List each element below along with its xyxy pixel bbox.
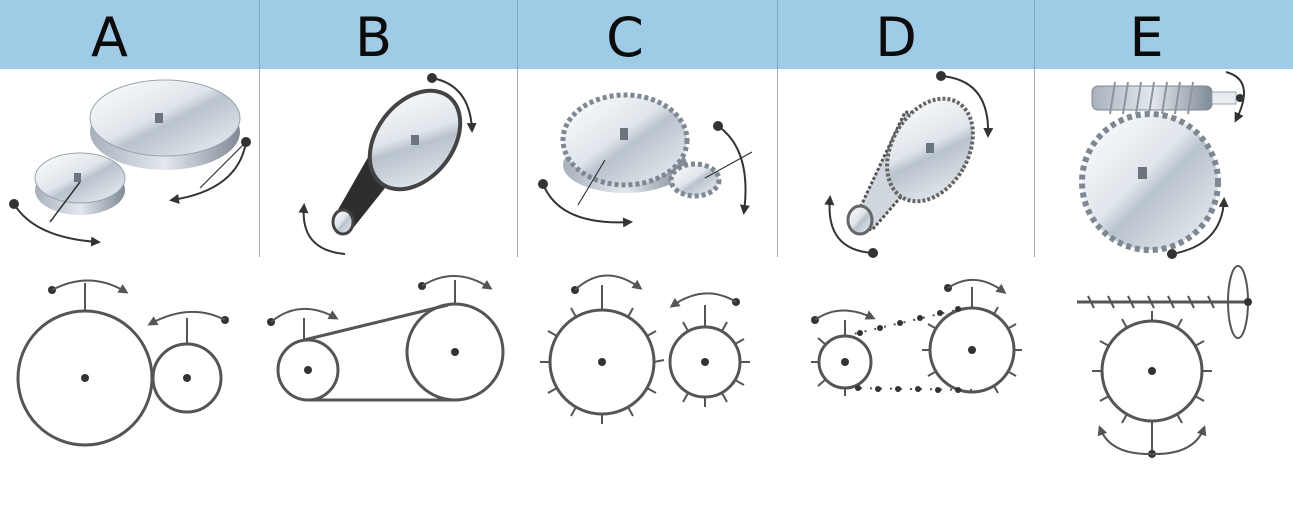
rotation-arrow-icon <box>169 141 247 204</box>
rotation-arrow-icon <box>940 75 994 138</box>
crank-line <box>577 159 606 206</box>
friction-wheels-illustration <box>9 79 251 247</box>
axle-dot <box>598 358 606 366</box>
rotation-arrow-icon <box>1225 71 1245 123</box>
rotation-arrow-icon <box>947 278 1007 294</box>
header-cell-c: C <box>518 0 778 69</box>
small-pulley <box>331 208 355 236</box>
column-label-b: B <box>354 5 393 69</box>
rotation-arrow-icon <box>51 279 129 294</box>
pivot-dot <box>1244 298 1252 306</box>
sprocket-teeth <box>811 306 1022 396</box>
axle-dot <box>1148 367 1156 375</box>
crank-line <box>49 181 81 223</box>
rotation-arrow-icon <box>421 275 493 290</box>
axle-dot <box>304 366 312 374</box>
worm-gear-schematic <box>1077 265 1252 458</box>
column-label-e: E <box>1129 5 1164 69</box>
crank-line <box>199 141 247 189</box>
chain-links <box>855 306 961 393</box>
belt-drive-schematic <box>267 275 505 402</box>
header-cell-d: D <box>778 0 1035 69</box>
header-cell-a: A <box>0 0 260 69</box>
spur-gears-illustration <box>538 92 753 228</box>
axle-dot <box>841 358 849 366</box>
wheel-hub <box>1138 167 1147 179</box>
chain-top <box>844 307 966 337</box>
axle-dot <box>81 374 89 382</box>
axle-dot <box>968 346 976 354</box>
friction-wheels-schematic <box>16 279 229 447</box>
worm-thread-marks <box>1087 295 1215 309</box>
gear-hub <box>620 128 628 140</box>
header-cell-b: B <box>260 0 518 69</box>
chain-drive-illustration <box>824 71 994 258</box>
rotation-arrow-icon <box>717 125 750 215</box>
header-cell-e: E <box>1035 0 1293 69</box>
rotation-arrow-icon <box>669 292 737 308</box>
sprocket-hub <box>926 143 934 153</box>
rotation-arrow-icon <box>147 311 226 326</box>
column-label-c: C <box>606 5 644 69</box>
rotation-arrow-icon <box>574 274 643 291</box>
belt-top <box>303 303 449 342</box>
rotation-arrow-icon <box>1171 197 1229 255</box>
column-label-a: A <box>91 5 128 69</box>
column-divider <box>1034 69 1035 257</box>
column-divider <box>777 69 778 257</box>
spur-gears-schematic <box>540 274 750 424</box>
rotation-arrow-icon <box>542 183 633 228</box>
rotation-arrow-icon <box>431 77 477 133</box>
rotation-arrow-icon <box>1097 425 1153 456</box>
worm-shaft <box>1211 91 1237 105</box>
rotation-arrow-icon <box>814 309 876 321</box>
chain-bottom <box>849 387 976 391</box>
column-header-bar: A B C D E <box>0 0 1293 69</box>
small-gear-face <box>668 161 722 199</box>
column-divider <box>259 69 260 257</box>
rotation-arrow-icon <box>1151 425 1207 456</box>
worm-gear-illustration <box>1079 71 1245 259</box>
rotation-arrow-icon <box>270 307 339 323</box>
gear-teeth <box>540 307 750 424</box>
column-label-d: D <box>875 5 917 69</box>
pulley-hub <box>411 135 419 145</box>
rotation-arrow-icon <box>298 203 346 255</box>
small-sprocket <box>846 204 874 236</box>
pivot-dot <box>1236 94 1244 102</box>
small-disc-hub <box>74 173 81 182</box>
column-divider <box>517 69 518 257</box>
crank-line <box>704 151 753 179</box>
axle-dot <box>183 374 191 382</box>
belt-drive-illustration <box>298 73 477 255</box>
wheel-teeth <box>1092 311 1212 424</box>
worm-wheel <box>1079 111 1221 253</box>
chain-drive-schematic <box>811 278 1022 396</box>
large-disc-hub <box>155 113 163 123</box>
large-disc-top <box>89 79 241 157</box>
rotation-arrow-icon <box>13 203 101 247</box>
axle-dot <box>451 348 459 356</box>
rotation-arrow-icon <box>824 195 874 254</box>
axle-dot <box>701 358 709 366</box>
